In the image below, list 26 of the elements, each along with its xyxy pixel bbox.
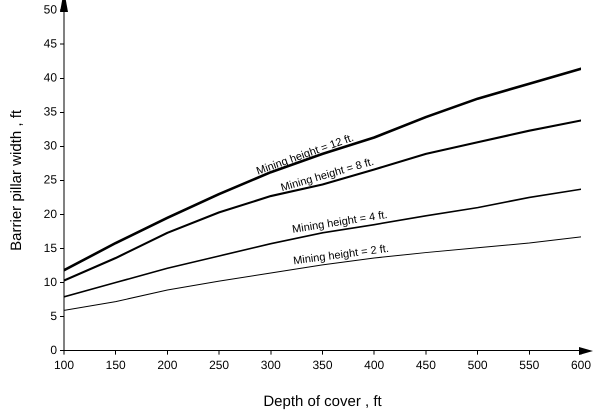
x-tick-label: 250	[209, 358, 230, 372]
x-tick-label: 150	[106, 358, 126, 372]
x-tick-label: 600	[570, 358, 592, 372]
x-tick-label: 450	[416, 358, 436, 372]
annotation: Mining height = 2 ft.	[292, 242, 390, 268]
x-tick-label: 100	[54, 358, 74, 372]
y-tick-label: 0	[50, 342, 58, 357]
y-axis-title: Barrier pillar width , ft	[8, 109, 26, 251]
x-axis-title: Depth of cover , ft	[263, 393, 383, 410]
y-tick-label: 45	[44, 36, 58, 51]
y-tick-label: 5	[50, 308, 58, 323]
y-tick-label: 50	[44, 2, 58, 17]
y-tick-label: 35	[44, 104, 58, 119]
x-tick-label: 350	[312, 358, 333, 372]
y-tick-label: 10	[44, 274, 58, 289]
x-tick-label: 500	[468, 358, 488, 372]
annotation: Mining height = 4 ft.	[291, 208, 388, 236]
y-tick-label: 30	[44, 138, 58, 153]
x-tick-label: 300	[260, 358, 282, 372]
y-tick-label: 15	[44, 240, 58, 255]
x-tick-label: 200	[157, 358, 178, 372]
x-tick-label: 400	[364, 358, 385, 372]
y-tick-label: 25	[44, 172, 58, 187]
y-tick-label: 40	[44, 70, 58, 85]
x-tick-label: 550	[519, 358, 540, 372]
y-tick-label: 20	[44, 206, 58, 221]
